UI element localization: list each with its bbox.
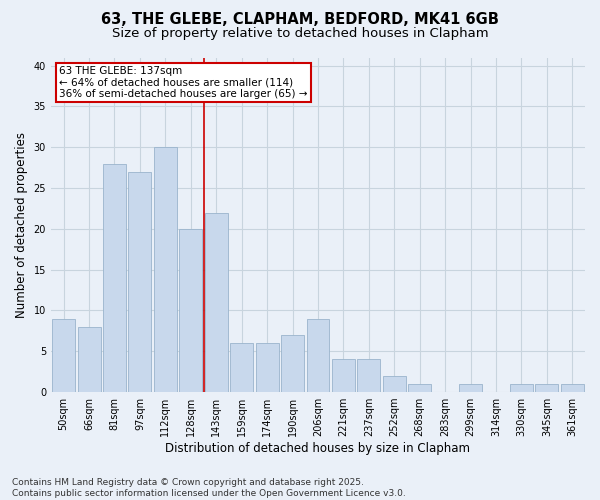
Bar xyxy=(230,343,253,392)
Bar xyxy=(535,384,558,392)
Bar xyxy=(77,327,101,392)
Bar xyxy=(307,318,329,392)
Text: 63, THE GLEBE, CLAPHAM, BEDFORD, MK41 6GB: 63, THE GLEBE, CLAPHAM, BEDFORD, MK41 6G… xyxy=(101,12,499,28)
Bar xyxy=(281,335,304,392)
Bar xyxy=(510,384,533,392)
Bar xyxy=(154,148,177,392)
Bar xyxy=(332,360,355,392)
Bar xyxy=(459,384,482,392)
Bar xyxy=(358,360,380,392)
Bar xyxy=(52,318,75,392)
Text: 63 THE GLEBE: 137sqm
← 64% of detached houses are smaller (114)
36% of semi-deta: 63 THE GLEBE: 137sqm ← 64% of detached h… xyxy=(59,66,307,99)
Text: Size of property relative to detached houses in Clapham: Size of property relative to detached ho… xyxy=(112,28,488,40)
Bar xyxy=(103,164,126,392)
Bar xyxy=(128,172,151,392)
Bar xyxy=(179,229,202,392)
Bar xyxy=(205,212,227,392)
Bar xyxy=(561,384,584,392)
Bar xyxy=(408,384,431,392)
Bar xyxy=(383,376,406,392)
X-axis label: Distribution of detached houses by size in Clapham: Distribution of detached houses by size … xyxy=(166,442,470,455)
Bar xyxy=(256,343,278,392)
Y-axis label: Number of detached properties: Number of detached properties xyxy=(15,132,28,318)
Text: Contains HM Land Registry data © Crown copyright and database right 2025.
Contai: Contains HM Land Registry data © Crown c… xyxy=(12,478,406,498)
